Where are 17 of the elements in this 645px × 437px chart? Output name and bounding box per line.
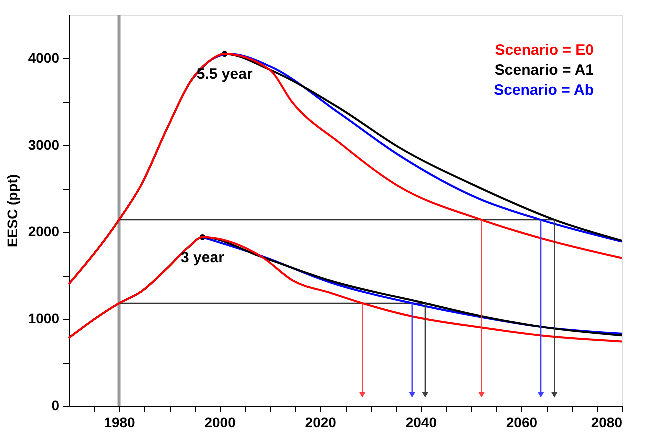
x-tick-label: 2060 bbox=[506, 414, 538, 430]
y-axis-title: EESC (ppt) bbox=[4, 174, 20, 248]
y-tick-label: 2000 bbox=[28, 224, 60, 240]
x-tick-label: 2080 bbox=[591, 414, 623, 430]
y-tick-label: 1000 bbox=[28, 310, 60, 327]
annotation: 3 year bbox=[181, 249, 225, 266]
x-tick-label: 1980 bbox=[104, 414, 136, 430]
y-tick-label: 3000 bbox=[28, 136, 60, 153]
annotation: 5.5 year bbox=[196, 66, 253, 84]
x-tick-label: 2040 bbox=[406, 414, 438, 430]
x-tick-label: 2020 bbox=[305, 414, 337, 430]
text: Scenario = Ab bbox=[494, 82, 594, 99]
y-tick-label: 4000 bbox=[28, 50, 60, 66]
x-tick-label: 2000 bbox=[204, 414, 236, 430]
y-tick-label: 0 bbox=[52, 398, 60, 414]
text: Scenario = E0 bbox=[495, 42, 594, 59]
text: Scenario = A1 bbox=[494, 62, 594, 79]
